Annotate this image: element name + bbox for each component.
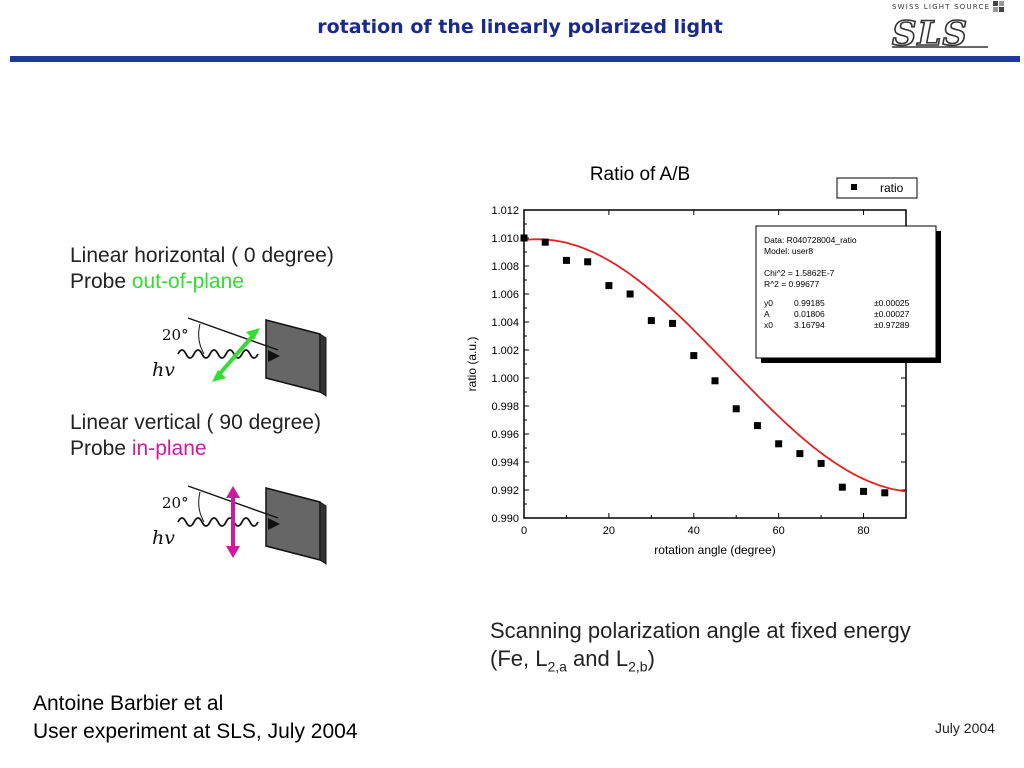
fit-param-name: A (764, 309, 770, 319)
y-axis-label: ratio (a.u.) (465, 337, 479, 392)
vertical-title: Linear vertical ( 90 degree) (70, 411, 321, 434)
credit-authors: Antoine Barbier et al (33, 692, 224, 715)
logo-text: SLS (892, 14, 968, 50)
data-point (647, 317, 655, 325)
slide-title: rotation of the linearly polarized light (317, 16, 723, 38)
photon-label: hv (152, 527, 175, 549)
angle-label: 20° (162, 494, 189, 512)
legend-marker (851, 184, 857, 190)
y-tick-label: 0.994 (491, 457, 519, 469)
logo-caption: SWISS LIGHT SOURCE (892, 3, 990, 11)
caption-fe: (Fe, L (490, 646, 548, 671)
data-point (796, 450, 804, 458)
fit-param-value: 0.01806 (794, 309, 825, 319)
fit-param-name: x0 (764, 320, 773, 330)
fit-param-value: 3.16794 (794, 320, 825, 330)
vertical-geometry-diagram: 20° hv (140, 478, 340, 573)
y-tick-label: 1.010 (491, 233, 519, 245)
header-rule (10, 56, 1020, 62)
data-point (838, 483, 846, 491)
photon-label: hv (152, 359, 175, 381)
ratio-chart: Ratio of A/B 0.990 0.992 0.994 0.996 0.998 1.0… (440, 150, 980, 570)
data-point (711, 377, 719, 385)
vertical-label: Linear vertical ( 90 degree) Probe in-pl… (70, 410, 321, 462)
y-tick-label: 0.990 (491, 513, 519, 525)
fit-box (755, 225, 937, 359)
data-point (753, 422, 761, 430)
probe-out-of-plane: out-of-plane (131, 270, 244, 293)
y-tick-label: 1.000 (491, 373, 519, 385)
legend-label: ratio (880, 181, 904, 195)
y-tick-label: 1.012 (491, 205, 519, 217)
fit-param-error: ±0.97289 (874, 320, 910, 330)
data-point (732, 405, 740, 413)
vertical-probe: Probe in-plane (70, 436, 321, 462)
credit-experiment: User experiment at SLS, July 2004 (33, 720, 358, 743)
probe-prefix: Probe (70, 437, 132, 460)
data-point (626, 290, 634, 298)
probe-prefix: Probe (70, 270, 132, 293)
y-tick-label: 1.002 (491, 345, 519, 357)
data-point (605, 282, 613, 290)
x-tick-label: 0 (521, 525, 527, 537)
author-credit: Antoine Barbier et al User experiment at… (33, 690, 358, 746)
y-tick-label: 0.998 (491, 401, 519, 413)
probe-in-plane: in-plane (131, 437, 207, 460)
horizontal-title: Linear horizontal ( 0 degree) (70, 244, 334, 267)
data-point (584, 258, 592, 266)
y-tick-label: 1.008 (491, 261, 519, 273)
x-tick-label: 40 (688, 525, 700, 537)
horizontal-probe: Probe out-of-plane (70, 269, 334, 295)
data-point (690, 352, 698, 360)
y-tick-label: 0.992 (491, 485, 519, 497)
x-axis-label: rotation angle (degree) (654, 543, 775, 557)
x-tick-label: 80 (857, 525, 869, 537)
chart-caption: Scanning polarization angle at fixed ene… (490, 617, 911, 680)
fit-curve (523, 238, 907, 493)
fit-param-error: ±0.00025 (874, 298, 910, 308)
sls-logo: SWISS LIGHT SOURCE SLS (888, 0, 1018, 55)
caption-and: and L (566, 646, 629, 671)
fit-param-value: 0.99185 (794, 298, 825, 308)
fit-param-error: ±0.00027 (874, 309, 910, 319)
caption-close: ) (647, 646, 655, 671)
data-point (881, 489, 889, 497)
caption-sub-a: 2,a (547, 658, 567, 675)
data-point (541, 238, 549, 246)
horizontal-geometry-diagram: 20° hv (140, 310, 340, 405)
fit-box-line: Model: user8 (764, 246, 813, 256)
fit-box-line: Chi^2 = 1.5862E-7 (764, 268, 835, 278)
fit-box-line: Data: R040728004_ratio (764, 235, 857, 245)
caption-sub-b: 2,b (628, 658, 648, 675)
x-tick-label: 60 (773, 525, 785, 537)
data-point (775, 440, 783, 448)
data-point (520, 234, 528, 242)
data-point (669, 319, 677, 327)
data-point (562, 256, 570, 264)
data-point (860, 487, 868, 495)
x-tick-label: 20 (603, 525, 615, 537)
y-tick-label: 1.006 (491, 289, 519, 301)
fit-box-line: R^2 = 0.99677 (764, 279, 820, 289)
y-tick-label: 1.004 (491, 317, 519, 329)
chart-title: Ratio of A/B (590, 164, 690, 185)
fit-param-name: y0 (764, 298, 773, 308)
horizontal-label: Linear horizontal ( 0 degree) Probe out-… (70, 243, 334, 295)
caption-line2: (Fe, L2,a and L2,b) (490, 645, 911, 680)
angle-label: 20° (162, 326, 189, 344)
data-point (817, 459, 825, 467)
slide-date: July 2004 (935, 720, 995, 736)
caption-line1: Scanning polarization angle at fixed ene… (490, 618, 911, 643)
y-tick-label: 0.996 (491, 429, 519, 441)
legend-box (836, 177, 918, 199)
